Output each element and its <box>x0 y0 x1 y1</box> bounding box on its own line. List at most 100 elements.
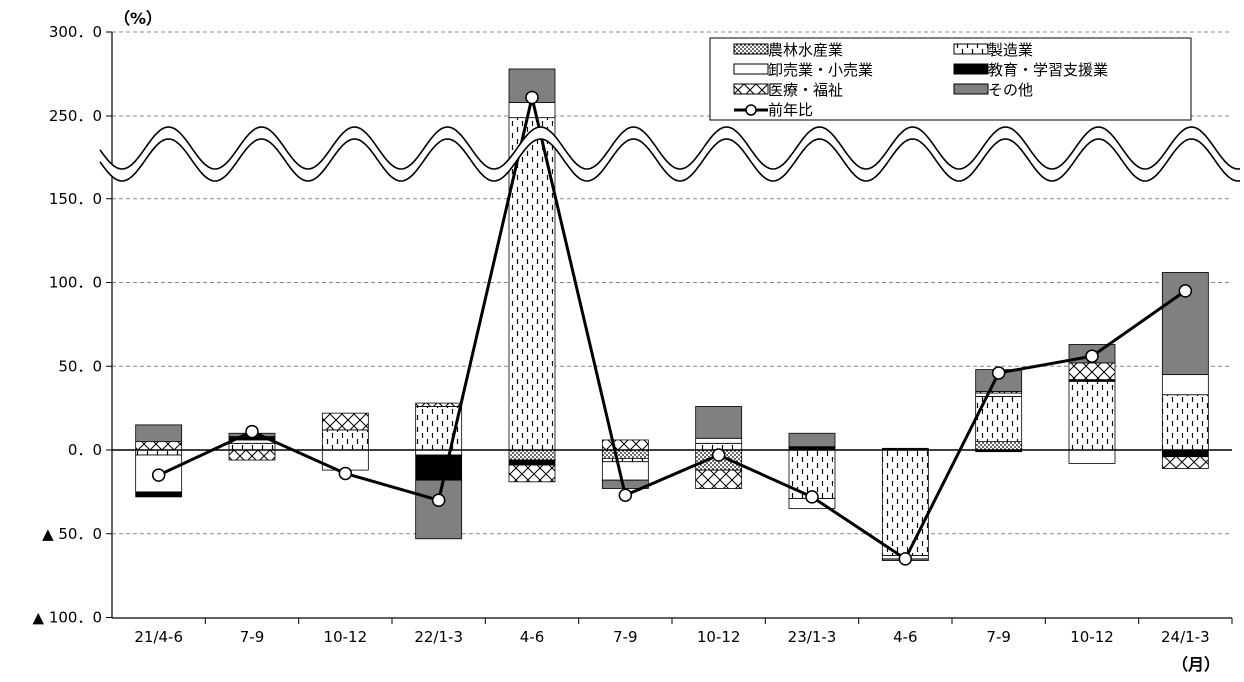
yoy-line-path <box>158 97 1187 562</box>
legend-box <box>709 37 1192 121</box>
x-tick-label: 22/1-3 <box>414 628 463 646</box>
stacked-bars <box>135 68 1209 561</box>
bar-segment <box>788 432 836 448</box>
legend-item-retail: 卸売業・小売業 <box>733 61 873 79</box>
bar-segment <box>881 449 929 556</box>
bar-segment <box>415 402 463 407</box>
y-tick-label: 250．0 <box>49 107 102 125</box>
legend-label-manufacturing: 製造業 <box>988 41 1033 59</box>
yoy-point <box>525 90 539 105</box>
y-tick-label: ▲ 50．0 <box>42 525 102 543</box>
x-tick-label: 10-12 <box>697 628 741 646</box>
y-unit-label: （%） <box>114 9 162 28</box>
bar-segment <box>508 459 556 466</box>
y-tick-label: 300．0 <box>49 23 102 41</box>
bar-segment <box>228 442 276 451</box>
x-tick-label: 24/1-3 <box>1161 628 1210 646</box>
bar-segment <box>1161 449 1209 458</box>
bar-segment <box>975 441 1023 451</box>
yoy-point <box>431 493 446 507</box>
axis-break-wave-bottom <box>99 138 1241 182</box>
yoy-point <box>245 424 259 439</box>
bar-segment <box>1068 362 1116 381</box>
legend-swatch-medical <box>733 83 769 95</box>
yoy-point <box>805 490 819 504</box>
legend-label-other: その他 <box>988 81 1033 99</box>
x-tick-label: 4-6 <box>893 628 918 646</box>
legend-label-agri: 農林水産業 <box>768 41 843 59</box>
y-tick-label: 100．0 <box>49 274 102 292</box>
bar-segment <box>601 461 649 481</box>
bar-segment <box>135 491 183 498</box>
legend-item-manufacturing: 製造業 <box>953 41 1033 59</box>
legend-swatch-agri <box>733 43 769 55</box>
bar-segment <box>321 412 369 431</box>
bar-segment <box>508 102 556 119</box>
bar-segment <box>508 449 556 461</box>
bar-segment <box>1068 380 1116 451</box>
bar-segment <box>695 469 743 489</box>
x-tick-label: 10-12 <box>324 628 368 646</box>
bar-segment <box>135 441 183 451</box>
bar-segment <box>135 449 183 456</box>
legend-item-other: その他 <box>953 81 1033 99</box>
x-tick-label: 4-6 <box>520 628 545 646</box>
yoy-point <box>991 366 1006 380</box>
x-tick-label: 23/1-3 <box>788 628 837 646</box>
x-tick-label: 10-12 <box>1070 628 1114 646</box>
legend-item-agri: 農林水産業 <box>733 41 843 59</box>
bar-segment <box>415 479 463 540</box>
legend-item-medical: 医療・福祉 <box>733 81 843 99</box>
y-tick-label: 0．0 <box>68 441 102 459</box>
yoy-point <box>1085 349 1099 363</box>
legend-label-education: 教育・学習支援業 <box>988 61 1108 79</box>
legend-label-retail: 卸売業・小売業 <box>768 61 873 79</box>
bar-segment <box>415 449 463 456</box>
bar-segment <box>601 457 649 463</box>
legend-label-medical: 医療・福祉 <box>768 81 843 99</box>
x-tick-label: 7-9 <box>613 628 638 646</box>
yoy-point <box>1178 284 1193 298</box>
yoy-point <box>151 468 166 482</box>
yoy-line <box>151 90 1193 566</box>
legend-swatch-education <box>953 63 989 75</box>
yoy-point <box>898 552 913 566</box>
axis-break-wave <box>99 126 1241 182</box>
bar-segment <box>695 406 743 439</box>
yoy-point <box>618 488 633 502</box>
axis-break-wave-top <box>99 126 1241 170</box>
yoy-point <box>338 466 353 481</box>
bar-segment <box>135 424 183 443</box>
bar-segment <box>1161 394 1209 451</box>
x-tick-label: 7-9 <box>240 628 265 646</box>
yoy-point <box>711 448 726 462</box>
x-tick-label: 7-9 <box>986 628 1011 646</box>
bar-segment <box>228 449 276 461</box>
bar-segment <box>508 117 556 451</box>
x-tick-label: 21/4-6 <box>134 628 183 646</box>
axis-break-band <box>100 127 1240 181</box>
y-axis-ticks: 300．0 250．0 150．0 100．0 50．0 0．0 ▲ 50．0 ▲ 100．0 <box>33 23 112 627</box>
y-tick-label: 50．0 <box>58 357 102 375</box>
bar-segment <box>601 449 649 459</box>
bar-segment <box>1068 449 1116 464</box>
bar-segment <box>508 464 556 483</box>
bar-segment <box>601 439 649 451</box>
legend-swatch-other <box>953 83 989 95</box>
bar-segment <box>1161 456 1209 469</box>
legend: 農林水産業 製造業 卸売業・小売業 教育・学習支援業 医療・福祉 その他 前年比 <box>709 37 1192 121</box>
bar-segment <box>321 429 369 451</box>
bar-segment <box>695 437 743 444</box>
bar-segment <box>975 392 1023 397</box>
bar-segment <box>1161 374 1209 396</box>
y-tick-label: 150．0 <box>49 190 102 208</box>
x-unit-label: （月） <box>1172 655 1220 674</box>
legend-swatch-yoy-marker <box>745 104 757 116</box>
legend-swatch-manufacturing <box>953 43 989 55</box>
legend-swatch-retail <box>733 63 769 75</box>
y-tick-label: ▲ 100．0 <box>33 609 102 627</box>
legend-label-yoy: 前年比 <box>768 101 813 119</box>
legend-item-yoy: 前年比 <box>734 101 813 119</box>
legend-item-education: 教育・学習支援業 <box>953 61 1108 79</box>
